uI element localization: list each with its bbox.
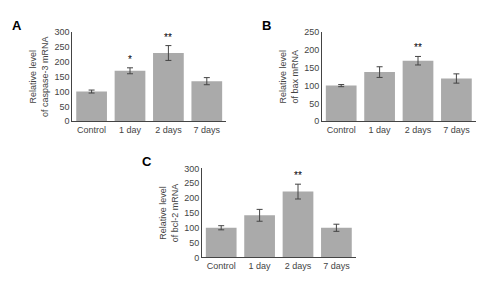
svg-text:1 day: 1 day (369, 125, 392, 135)
svg-text:**: ** (294, 170, 302, 181)
svg-text:100: 100 (304, 81, 319, 91)
svg-text:200: 200 (184, 193, 199, 203)
svg-text:150: 150 (184, 208, 199, 218)
svg-text:100: 100 (184, 223, 199, 233)
svg-text:2 days: 2 days (285, 261, 312, 271)
svg-text:250: 250 (55, 42, 70, 52)
svg-text:C: C (142, 154, 152, 169)
svg-text:*: * (128, 54, 132, 65)
svg-text:0: 0 (314, 116, 319, 126)
svg-text:50: 50 (60, 102, 70, 112)
svg-text:250: 250 (304, 27, 319, 37)
svg-text:50: 50 (309, 99, 319, 109)
svg-text:150: 150 (304, 63, 319, 73)
svg-text:2 days: 2 days (155, 125, 182, 135)
svg-text:**: ** (164, 32, 172, 43)
svg-text:7 days: 7 days (443, 125, 470, 135)
svg-text:Control: Control (77, 125, 106, 135)
svg-text:250: 250 (184, 178, 199, 188)
svg-text:Relative levelof bax mRNA: Relative levelof bax mRNA (278, 50, 300, 104)
svg-text:1 day: 1 day (119, 125, 142, 135)
svg-text:1 day: 1 day (249, 261, 272, 271)
svg-text:Relative levelof caspase-3 mRN: Relative levelof caspase-3 mRNA (28, 36, 50, 117)
svg-text:100: 100 (55, 87, 70, 97)
svg-text:7 days: 7 days (323, 261, 350, 271)
svg-text:0: 0 (65, 116, 70, 126)
svg-text:0: 0 (194, 253, 199, 263)
svg-text:**: ** (414, 42, 422, 53)
svg-text:7 days: 7 days (194, 125, 221, 135)
svg-text:A: A (12, 18, 22, 33)
svg-text:200: 200 (55, 57, 70, 67)
svg-text:Control: Control (327, 125, 356, 135)
svg-text:300: 300 (184, 164, 199, 174)
svg-text:200: 200 (304, 45, 319, 55)
svg-text:150: 150 (55, 72, 70, 82)
svg-text:2 days: 2 days (405, 125, 432, 135)
svg-text:300: 300 (55, 27, 70, 37)
svg-text:Control: Control (207, 261, 236, 271)
svg-text:B: B (262, 18, 271, 33)
svg-text:50: 50 (189, 238, 199, 248)
svg-text:Relative levelof bcl-2 mRNA: Relative levelof bcl-2 mRNA (158, 184, 180, 243)
